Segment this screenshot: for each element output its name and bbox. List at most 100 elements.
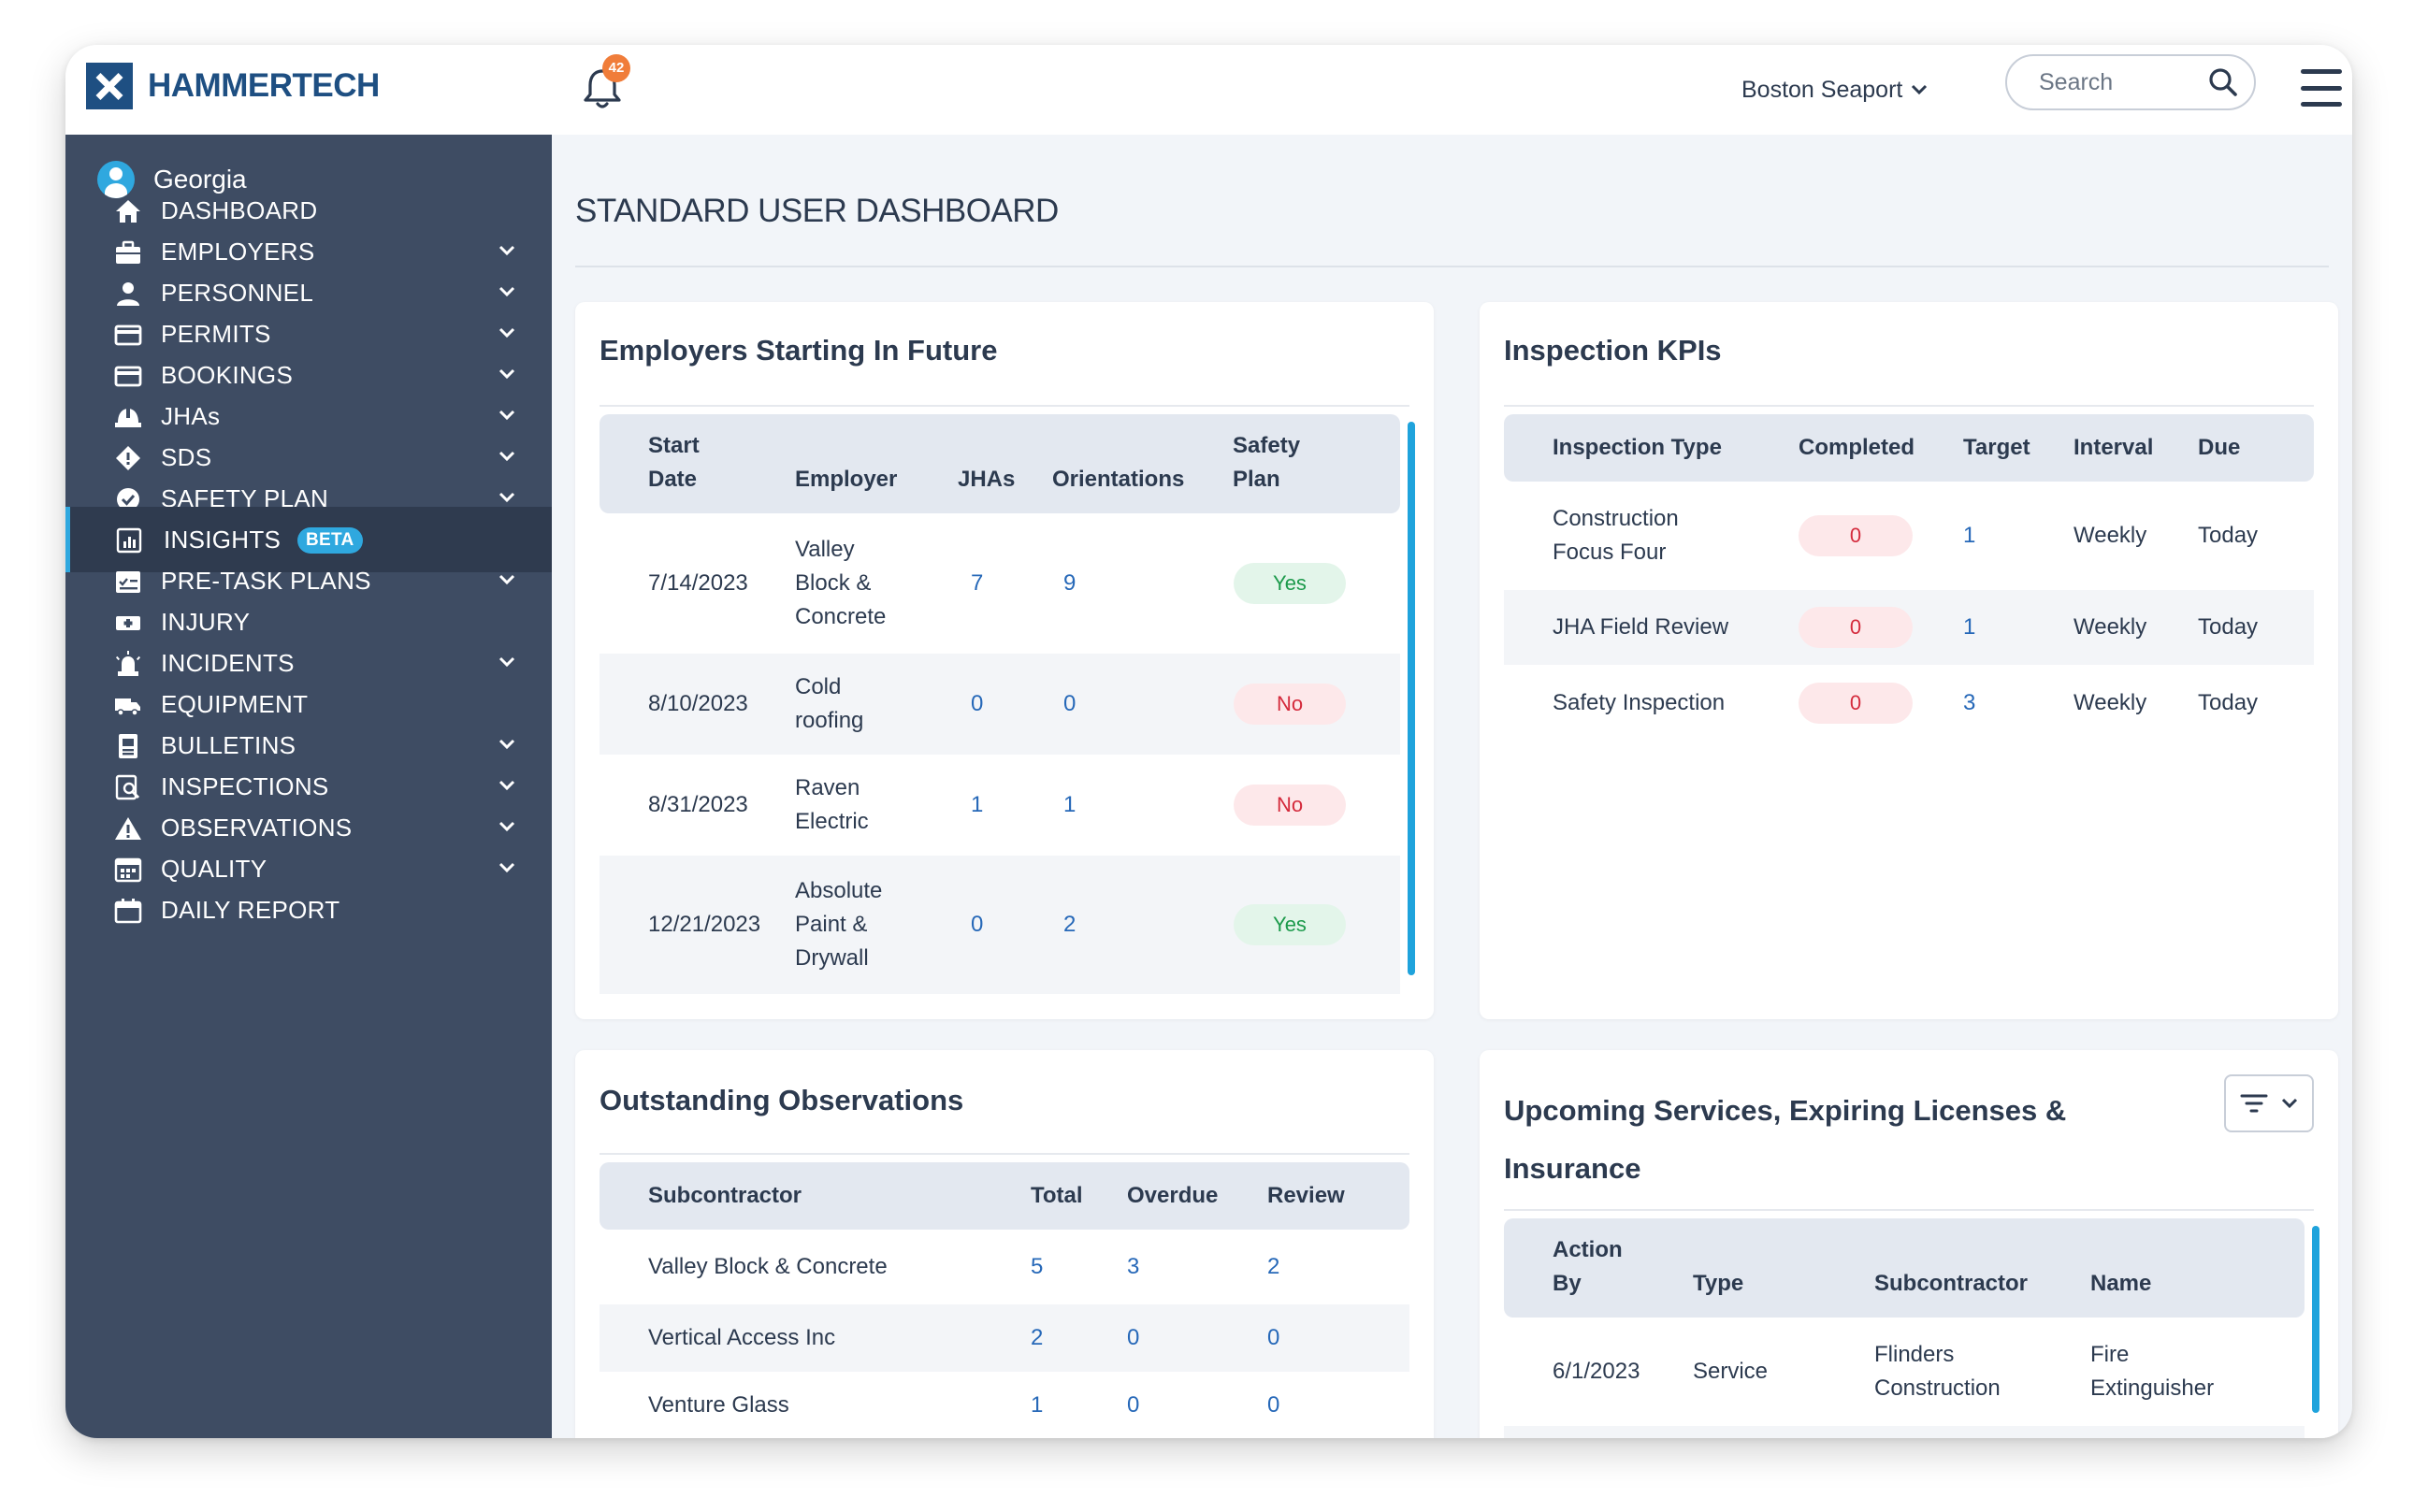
cell-total[interactable]: 1: [1031, 1392, 1044, 1418]
cell-total[interactable]: 2: [1031, 1325, 1044, 1350]
cell-start-date: 12/21/2023: [648, 912, 761, 937]
logo[interactable]: HAMMERTECH: [86, 60, 380, 112]
chevron-down-icon[interactable]: [498, 365, 516, 383]
search-box[interactable]: [2005, 54, 2256, 110]
diamond-icon: [114, 445, 142, 471]
cell-orientations[interactable]: 1: [1063, 792, 1076, 817]
table-row[interactable]: Venture Glass 1 0 0: [600, 1372, 1409, 1438]
chevron-down-icon[interactable]: [498, 858, 516, 877]
sidebar-item-bookings[interactable]: BOOKINGS: [65, 344, 552, 406]
sidebar-item-pre-task-plans[interactable]: PRE-TASK PLANS: [65, 550, 552, 612]
search-icon[interactable]: [2207, 66, 2239, 98]
chevron-down-icon[interactable]: [498, 817, 516, 836]
table-row[interactable]: [1504, 1426, 2305, 1438]
cell-review[interactable]: 0: [1267, 1392, 1280, 1418]
user-profile[interactable]: Georgia: [97, 161, 247, 198]
cell-review[interactable]: 2: [1267, 1254, 1280, 1279]
sidebar-item-observations[interactable]: OBSERVATIONS: [65, 797, 552, 858]
chevron-down-icon[interactable]: [498, 406, 516, 425]
chevron-down-icon[interactable]: [498, 653, 516, 671]
scrollbar[interactable]: [2312, 1226, 2319, 1413]
col-safety-plan[interactable]: Safety Plan: [1233, 433, 1301, 492]
col-jhas[interactable]: JHAs: [958, 467, 1016, 492]
table-row[interactable]: Vertical Access Inc 2 0 0: [600, 1304, 1409, 1372]
chevron-down-icon[interactable]: [498, 735, 516, 754]
sidebar-item-bulletins[interactable]: BULLETINS: [65, 714, 552, 776]
chevron-down-icon[interactable]: [498, 488, 516, 507]
inspect-icon: [114, 774, 142, 800]
chevron-down-icon[interactable]: [498, 776, 516, 795]
hamburger-menu-icon[interactable]: [2299, 64, 2344, 112]
chevron-down-icon[interactable]: [498, 324, 516, 342]
col-total[interactable]: Total: [1031, 1183, 1083, 1208]
cell-jhas[interactable]: 0: [971, 691, 984, 716]
sidebar-item-dashboard[interactable]: DASHBOARD: [65, 180, 552, 241]
sidebar-item-label: EQUIPMENT: [161, 689, 309, 718]
cell-orientations[interactable]: 0: [1063, 691, 1076, 716]
sidebar-item-label: DASHBOARD: [161, 195, 318, 224]
site-selector[interactable]: Boston Seaport: [1741, 71, 1929, 108]
cell-action-by: 6/1/2023: [1553, 1359, 1640, 1384]
table-row[interactable]: 7/14/2023 Valley Block & Concrete 7 9 Yes: [600, 513, 1400, 654]
col-due[interactable]: Due: [2198, 435, 2241, 460]
table-row[interactable]: Valley Block & Concrete 5 3 2: [600, 1230, 1409, 1304]
sidebar-item-quality[interactable]: QUALITY: [65, 838, 552, 900]
filter-dropdown-button[interactable]: [2224, 1074, 2314, 1132]
cell-overdue[interactable]: 0: [1127, 1392, 1140, 1418]
cell-jhas[interactable]: 0: [971, 912, 984, 937]
col-completed[interactable]: Completed: [1799, 435, 1915, 460]
scrollbar[interactable]: [1408, 422, 1415, 975]
sidebar-item-insights[interactable]: INSIGHTS BETA: [65, 507, 552, 572]
table-row[interactable]: JHA Field Review 0 1 Weekly Today: [1504, 590, 2314, 665]
table-row[interactable]: Safety Inspection 0 3 Weekly Today: [1504, 665, 2314, 742]
search-input[interactable]: [2039, 68, 2198, 96]
col-subcontractor[interactable]: Subcontractor: [648, 1183, 802, 1208]
cell-due: Today: [2198, 614, 2259, 640]
sidebar-item-jhas[interactable]: JHAs: [65, 385, 552, 447]
col-orientations[interactable]: Orientations: [1052, 467, 1185, 492]
col-subcontractor[interactable]: Subcontractor: [1874, 1271, 2029, 1296]
card-divider: [600, 1153, 1409, 1155]
table-row[interactable]: Construction Focus Four 0 1 Weekly Today: [1504, 482, 2314, 590]
sidebar-item-inspections[interactable]: INSPECTIONS: [65, 756, 552, 817]
chevron-down-icon: [2281, 1098, 2298, 1109]
cell-orientations[interactable]: 9: [1063, 570, 1076, 596]
cell-review[interactable]: 0: [1267, 1325, 1280, 1350]
col-interval[interactable]: Interval: [2073, 435, 2154, 460]
table-row[interactable]: 8/31/2023 Raven Electric 1 1 No: [600, 755, 1400, 856]
completed-badge: 0: [1799, 607, 1913, 648]
col-start-date[interactable]: Start Date: [648, 433, 700, 492]
col-action-by[interactable]: Action By: [1553, 1237, 1623, 1296]
chevron-down-icon: [1912, 84, 1928, 95]
sidebar-item-incidents[interactable]: INCIDENTS: [65, 632, 552, 694]
sidebar-item-sds[interactable]: SDS: [65, 426, 552, 488]
cell-overdue[interactable]: 3: [1127, 1254, 1140, 1279]
col-overdue[interactable]: Overdue: [1127, 1183, 1219, 1208]
cell-orientations[interactable]: 2: [1063, 912, 1076, 937]
table-row[interactable]: 6/1/2023 Service Flinders Construction Fi…: [1504, 1318, 2305, 1426]
cell-jhas[interactable]: 7: [971, 570, 984, 596]
col-type[interactable]: Type: [1693, 1271, 1744, 1296]
sidebar-item-daily-report[interactable]: DAILY REPORT: [65, 879, 552, 941]
col-target[interactable]: Target: [1963, 435, 2030, 460]
cell-total[interactable]: 5: [1031, 1254, 1044, 1279]
cell-target: 1: [1963, 523, 1976, 548]
chevron-down-icon[interactable]: [498, 241, 516, 260]
col-inspection-type[interactable]: Inspection Type: [1553, 435, 1722, 460]
table-row[interactable]: 8/10/2023 Cold roofing 0 0 No: [600, 654, 1400, 755]
col-name[interactable]: Name: [2090, 1271, 2152, 1296]
sidebar-item-employers[interactable]: EMPLOYERS: [65, 221, 552, 282]
card-divider: [1504, 405, 2314, 407]
chevron-down-icon[interactable]: [498, 282, 516, 301]
chevron-down-icon[interactable]: [498, 570, 516, 589]
sidebar-item-permits[interactable]: PERMITS: [65, 303, 552, 365]
cell-overdue[interactable]: 0: [1127, 1325, 1140, 1350]
sidebar-item-equipment[interactable]: EQUIPMENT: [65, 673, 552, 735]
sidebar-item-personnel[interactable]: PERSONNEL: [65, 262, 552, 324]
col-employer[interactable]: Employer: [795, 467, 898, 492]
sidebar-item-injury[interactable]: INJURY: [65, 591, 552, 653]
col-review[interactable]: Review: [1267, 1183, 1345, 1208]
table-row[interactable]: 12/21/2023 Absolute Paint & Drywall 0 2 Ye…: [600, 856, 1400, 994]
cell-jhas[interactable]: 1: [971, 792, 984, 817]
chevron-down-icon[interactable]: [498, 447, 516, 466]
